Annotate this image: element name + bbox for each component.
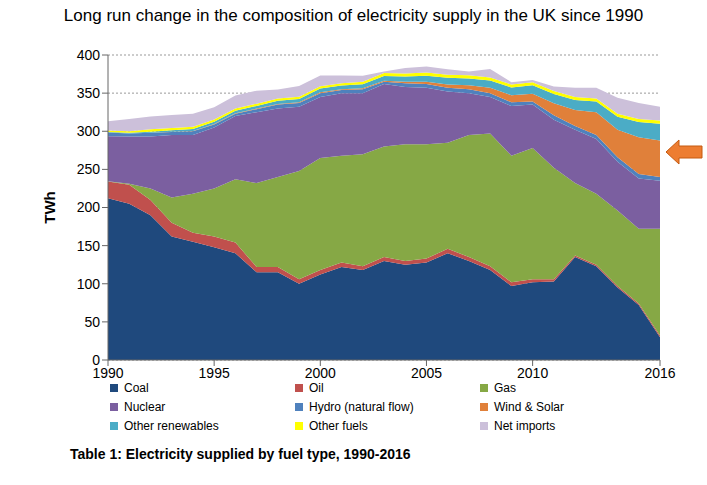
svg-text:250: 250: [77, 161, 101, 177]
svg-text:2005: 2005: [411, 365, 442, 381]
html-text:Gas: Gas: [494, 380, 516, 395]
svg-text:TWh: TWh: [41, 191, 58, 223]
svg-text:350: 350: [77, 85, 101, 101]
svg-text:400: 400: [77, 47, 101, 63]
svg-text:200: 200: [77, 199, 101, 215]
html-text:Hydro (natural flow): Hydro (natural flow): [309, 399, 414, 414]
svg-text:150: 150: [77, 238, 101, 254]
html-text:Nuclear: Nuclear: [124, 399, 166, 414]
html-text:Other fuels: Other fuels: [309, 418, 368, 433]
html-text:Table 1: Electricity supplied: Table 1: Electricity supplied by fuel ty…: [70, 446, 411, 462]
svg-text:1995: 1995: [199, 365, 230, 381]
svg-text:2010: 2010: [517, 365, 548, 381]
html-text:Other renewables: Other renewables: [124, 418, 219, 433]
html-text:Wind & Solar: Wind & Solar: [494, 399, 564, 414]
html-text:Long run change in the composi: Long run change in the composition of el…: [63, 6, 644, 25]
svg-text:100: 100: [77, 276, 101, 292]
svg-text:300: 300: [77, 123, 101, 139]
html-text:Coal: Coal: [124, 380, 149, 395]
svg-text:0: 0: [92, 352, 100, 368]
svg-text:50: 50: [84, 314, 100, 330]
svg-text:2016: 2016: [644, 365, 675, 381]
html-text:Oil: Oil: [309, 380, 324, 395]
html-text:Net imports: Net imports: [494, 418, 556, 433]
svg-text:2000: 2000: [305, 365, 336, 381]
svg-text:1990: 1990: [92, 364, 124, 381]
